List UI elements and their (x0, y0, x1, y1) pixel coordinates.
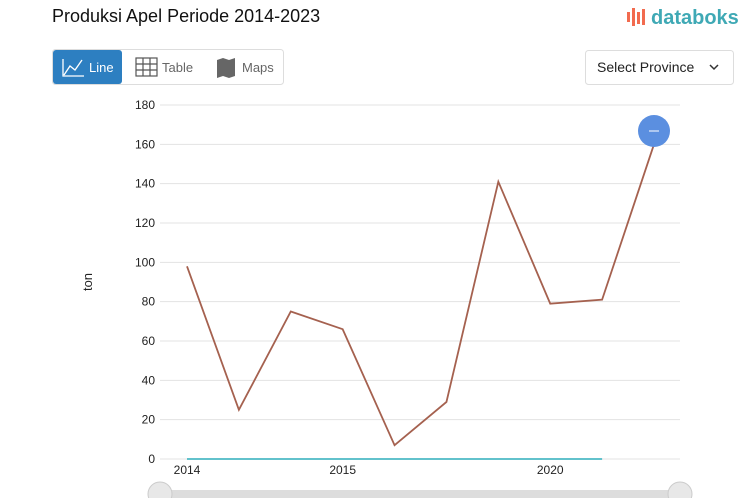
y-tick-label: 120 (135, 216, 155, 230)
x-tick-label: 2020 (537, 463, 564, 477)
x-tick-label: 2014 (174, 463, 201, 477)
x-tick-label: 2015 (329, 463, 356, 477)
y-tick-label: 100 (135, 255, 155, 269)
slider-handle[interactable] (147, 481, 173, 498)
y-tick-label: 180 (135, 98, 155, 112)
y-tick-label: 160 (135, 137, 155, 151)
province-select[interactable] (585, 50, 734, 85)
y-tick-label: 20 (142, 413, 156, 427)
y-tick-label: 80 (142, 295, 156, 309)
tab-label[interactable]: Maps (242, 60, 274, 75)
series-line (186, 144, 655, 447)
logo-text: databoks (651, 7, 739, 29)
logo: databoks (627, 7, 739, 29)
zoom-slider[interactable] (160, 490, 680, 498)
title: Produksi Apel Periode 2014-2023 (52, 6, 320, 26)
y-axis-label: ton (80, 273, 95, 291)
slider-handle[interactable] (667, 481, 693, 498)
y-tick-label: 40 (142, 373, 156, 387)
tab-label[interactable]: Line (89, 60, 114, 75)
select-label[interactable]: Select Province (597, 59, 694, 75)
y-tick-label: 140 (135, 177, 155, 191)
y-tick-label: 60 (142, 334, 156, 348)
y-tick-label: 0 (148, 452, 155, 466)
tab-label[interactable]: Table (162, 60, 193, 75)
